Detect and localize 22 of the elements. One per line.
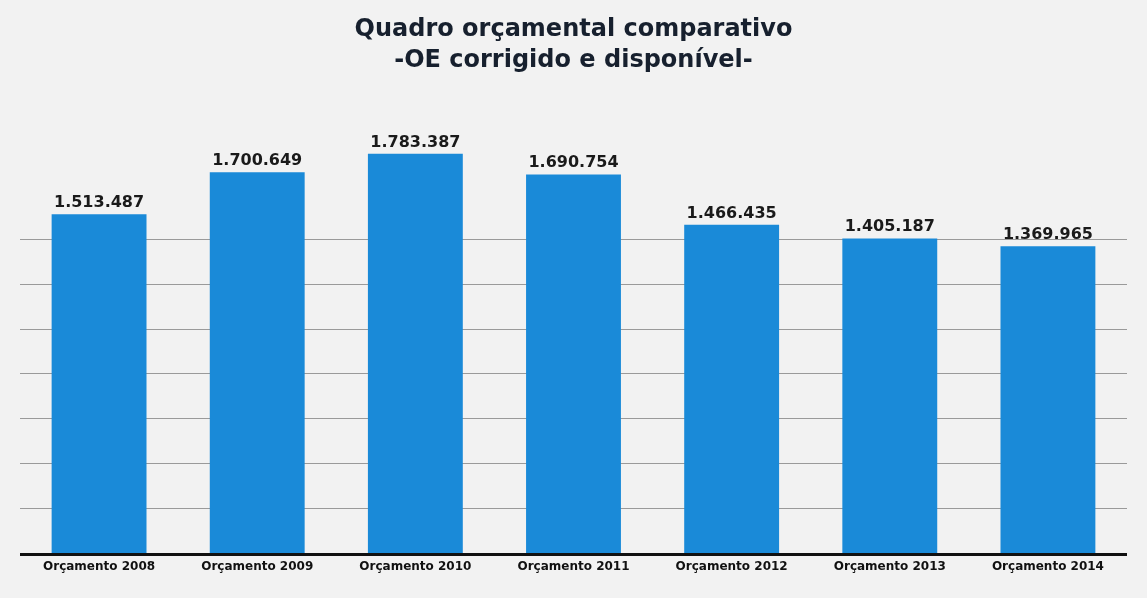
- bar: [526, 174, 621, 553]
- bar: [51, 214, 147, 553]
- bar: [842, 238, 938, 553]
- bar: [209, 172, 305, 553]
- x-tick-label: Orçamento 2011: [517, 559, 630, 574]
- x-tick-label: Orçamento 2010: [359, 559, 472, 574]
- data-label: 1.369.965: [1002, 224, 1093, 244]
- data-label: 1.783.387: [370, 131, 461, 151]
- data-label: 1.513.487: [54, 192, 145, 212]
- bar: [684, 224, 780, 553]
- chart-title: Quadro orçamental comparativo -OE corrigido e disponível-: [354, 13, 793, 74]
- x-tick-label: Orçamento 2008: [43, 559, 156, 574]
- data-label: 1.690.754: [528, 152, 619, 172]
- bar: [1000, 246, 1096, 553]
- x-tick-label: Orçamento 2014: [991, 559, 1104, 574]
- x-tick-label: Orçamento 2009: [201, 559, 314, 574]
- data-label: 1.466.435: [686, 202, 777, 222]
- data-label: 1.700.649: [212, 150, 303, 170]
- x-tick-label: Orçamento 2013: [833, 559, 946, 574]
- bar: [367, 153, 463, 553]
- x-tick-label: Orçamento 2012: [675, 559, 788, 574]
- data-label: 1.405.187: [844, 216, 935, 236]
